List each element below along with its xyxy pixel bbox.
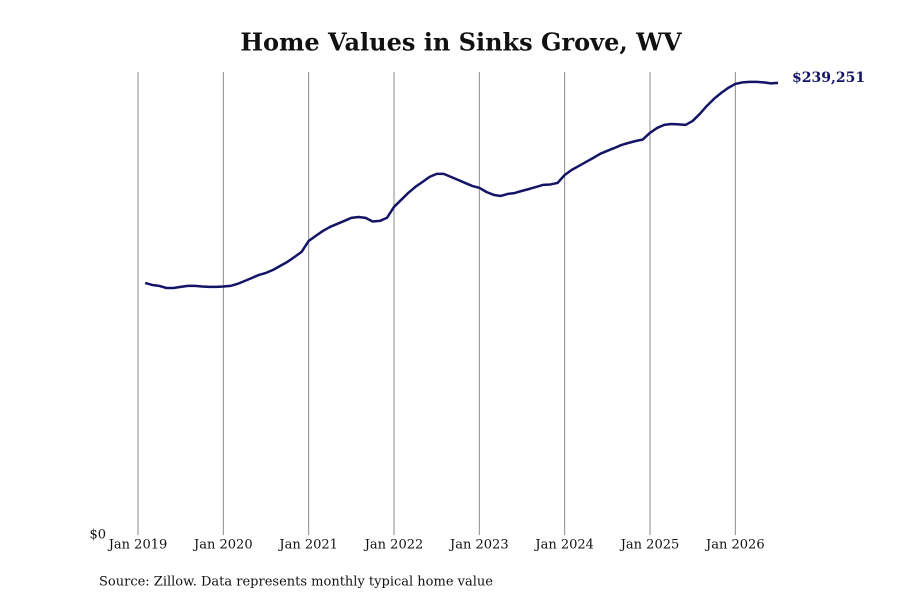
x-tick-label: Jan 2022 bbox=[363, 538, 424, 553]
x-tick-label: Jan 2019 bbox=[107, 538, 168, 553]
y-tick-label: $0 bbox=[89, 528, 106, 543]
series-line bbox=[144, 80, 779, 290]
source-note: Source: Zillow. Data represents monthly … bbox=[99, 575, 493, 590]
x-tick-label: Jan 2023 bbox=[448, 538, 509, 553]
chart-title: Home Values in Sinks Grove, WV bbox=[240, 28, 682, 57]
x-tick-label: Jan 2026 bbox=[704, 538, 765, 553]
x-tick-label: Jan 2021 bbox=[277, 538, 338, 553]
value-label: $239,251 bbox=[792, 70, 865, 86]
x-tick-label: Jan 2025 bbox=[619, 538, 680, 553]
x-tick-label: Jan 2020 bbox=[192, 538, 253, 553]
x-tick-label: Jan 2024 bbox=[533, 538, 594, 553]
